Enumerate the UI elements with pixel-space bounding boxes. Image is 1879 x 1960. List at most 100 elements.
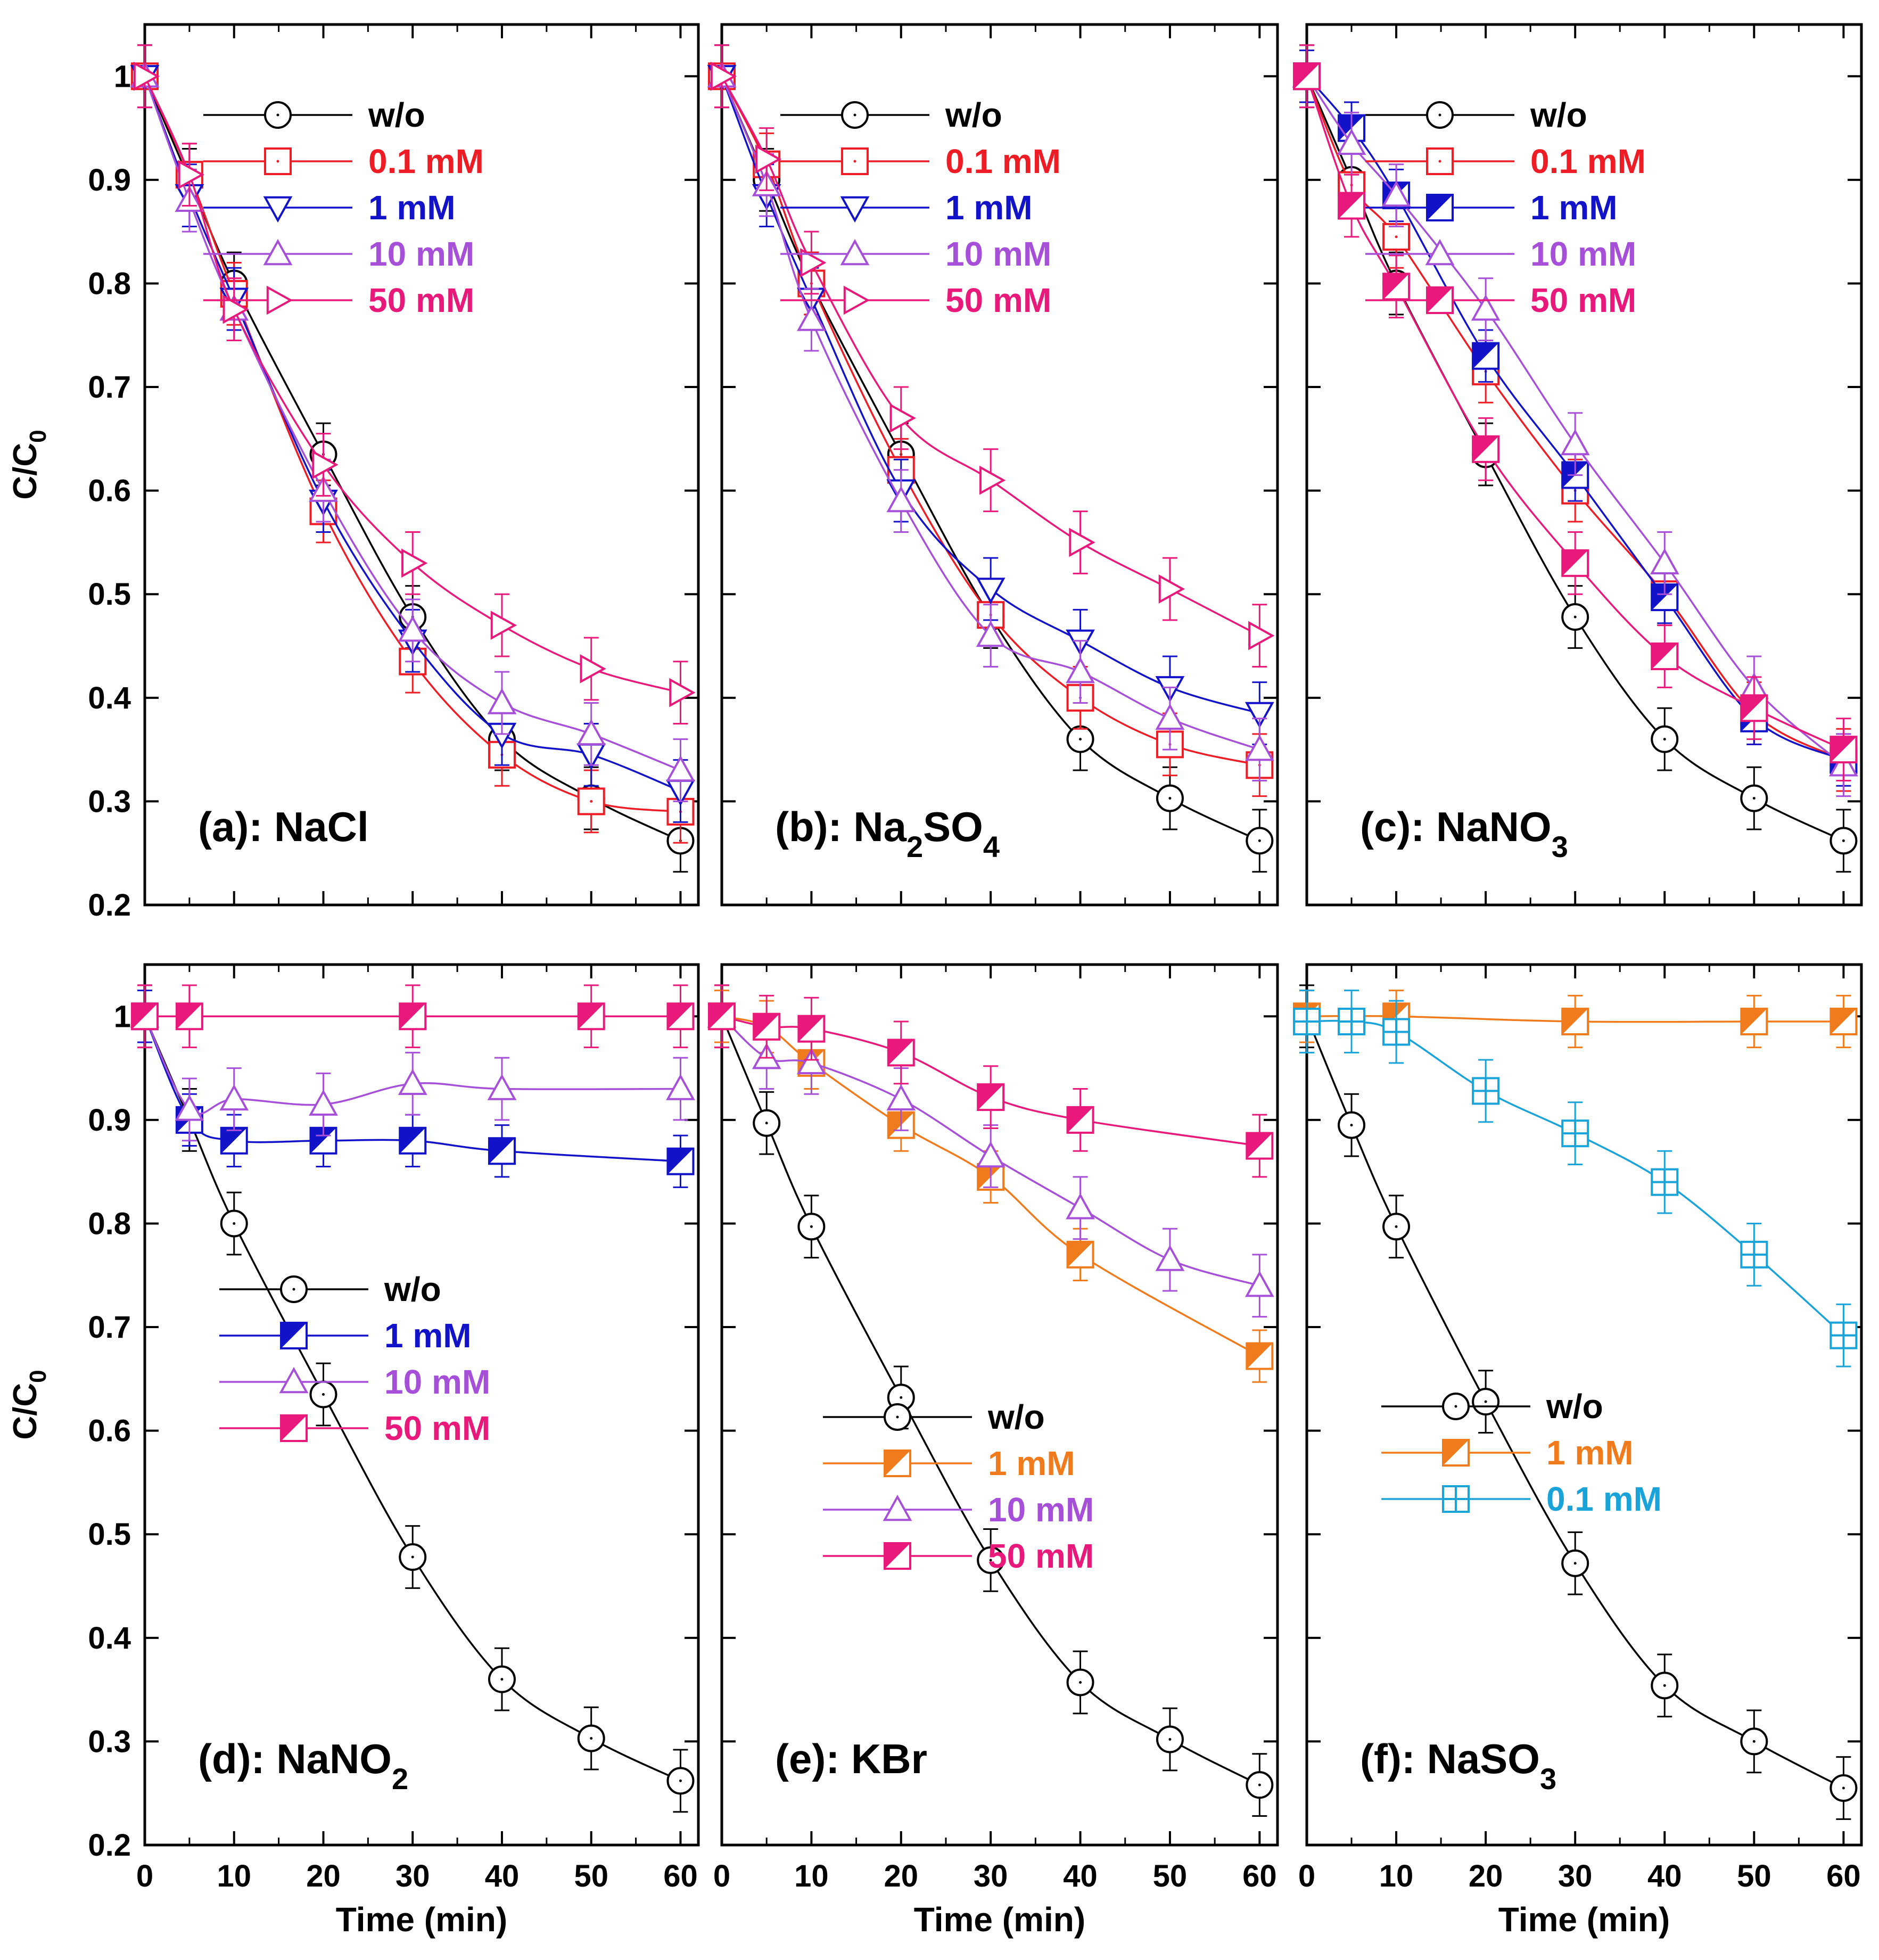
- legend-marker: [840, 238, 870, 266]
- legend-item: 50 mM: [823, 1537, 1094, 1575]
- data-point: [1650, 548, 1679, 575]
- data-point-fill: [221, 1127, 247, 1154]
- legend-label: w/o: [945, 96, 1002, 134]
- y-tick-label: 0.7: [88, 1310, 131, 1345]
- legend-item: 50 mM: [1365, 281, 1636, 319]
- legend-item: 1 mM: [1365, 188, 1618, 227]
- data-point-fill: [1741, 695, 1767, 721]
- legend-label: 1 mM: [1530, 188, 1618, 227]
- legend-label: w/o: [384, 1270, 441, 1308]
- legend-marker-fill: [281, 1323, 307, 1348]
- data-point: [398, 1068, 427, 1095]
- legend-marker-fill: [885, 1543, 910, 1569]
- data-point: [1561, 549, 1589, 577]
- plot-frame: [1305, 963, 1863, 1847]
- data-point-fill: [754, 1014, 780, 1040]
- data-point: [488, 1137, 516, 1165]
- data-point-fill: [400, 1127, 426, 1154]
- data-point: [1066, 1193, 1095, 1220]
- data-point: [1155, 703, 1185, 730]
- series-50-mm: [131, 984, 695, 1049]
- x-tick-label: 30: [395, 1859, 430, 1893]
- data-point-fill: [1831, 1009, 1857, 1035]
- y-tick-label: 0.8: [88, 1206, 131, 1241]
- y-axis-label-sub: 0: [25, 1370, 51, 1382]
- data-point: [797, 1015, 826, 1043]
- data-point: [1561, 603, 1589, 631]
- data-point: [576, 719, 606, 746]
- data-point-fill: [1831, 737, 1857, 763]
- legend-label: 1 mM: [368, 188, 456, 227]
- data-point: [886, 1084, 916, 1111]
- legend-marker-fill: [885, 1451, 910, 1476]
- plot-frame: [143, 963, 700, 1847]
- data-point-dot: [411, 1555, 414, 1559]
- y-tick-label: 0.3: [88, 784, 131, 819]
- data-point-dot: [322, 1393, 325, 1396]
- data-point-dot: [590, 800, 593, 803]
- data-point: [399, 1002, 427, 1031]
- y-tick-label: 0.7: [88, 370, 131, 405]
- legend-item: w/o: [1381, 1387, 1603, 1426]
- data-point-dot: [1573, 615, 1577, 619]
- legend-marker-dot: [1438, 113, 1441, 117]
- data-point: [487, 1074, 517, 1100]
- legend-marker: [1442, 1485, 1470, 1513]
- legend-label: 10 mM: [1530, 235, 1636, 273]
- panel-label-sub: 3: [1540, 1762, 1556, 1796]
- legend-label: 10 mM: [988, 1490, 1094, 1529]
- data-point: [178, 160, 204, 190]
- panel-label-main: (b): Na: [775, 803, 907, 850]
- legend-marker: [1426, 194, 1454, 221]
- data-point: [1651, 725, 1679, 753]
- data-point-dot: [1842, 839, 1845, 842]
- legend-marker-fill: [1427, 287, 1453, 313]
- data-point: [1293, 62, 1321, 90]
- legend-marker: [1426, 147, 1454, 175]
- data-point-fill: [489, 1138, 515, 1164]
- x-tick-label: 0: [136, 1859, 153, 1893]
- panel-b: w/o 0.1 mM 1 mM 10 mM 50 mM (b): Na2SO4: [707, 23, 1279, 907]
- legend-marker-dot: [276, 113, 279, 117]
- y-tick-label: 1: [114, 59, 131, 94]
- data-point: [1382, 223, 1411, 251]
- x-tick-label: 10: [1379, 1859, 1414, 1893]
- legend-marker-dot: [1438, 160, 1441, 163]
- plot-frame: [1305, 23, 1863, 907]
- data-point: [1651, 642, 1679, 670]
- data-point: [1740, 694, 1768, 722]
- y-tick-label: 0.6: [88, 474, 131, 508]
- panel-label-main: (e): KBr: [775, 1735, 927, 1782]
- legend-marker: [263, 238, 293, 266]
- legend-marker-fill: [1443, 1440, 1469, 1465]
- data-point: [577, 1002, 605, 1031]
- data-point-dot: [900, 1396, 903, 1399]
- legend-item: 50 mM: [219, 1409, 490, 1447]
- data-point: [1382, 1213, 1411, 1241]
- data-point-dot: [1079, 1681, 1082, 1684]
- legend-marker-fill: [281, 1415, 307, 1441]
- y-axis-label-main: C/C: [7, 443, 44, 500]
- series-50-mm: [708, 984, 1274, 1178]
- x-tick-label: 60: [1826, 1859, 1861, 1893]
- data-point-fill: [578, 1003, 604, 1030]
- legend-label: 50 mM: [384, 1409, 490, 1447]
- legend-marker: [266, 285, 293, 315]
- legend-marker: [884, 1403, 911, 1431]
- x-axis-label: Time (min): [336, 1900, 507, 1939]
- legend-item: 10 mM: [219, 1363, 490, 1401]
- x-tick-label: 60: [663, 1859, 698, 1893]
- legend-item: 0.1 mM: [203, 142, 484, 180]
- data-point: [886, 485, 916, 513]
- data-point: [312, 450, 339, 480]
- data-point: [1651, 1671, 1679, 1700]
- data-point: [1066, 1668, 1094, 1697]
- legend-label: 10 mM: [384, 1363, 490, 1401]
- legend-label: 1 mM: [945, 188, 1033, 227]
- x-tick-label: 50: [1153, 1859, 1188, 1893]
- data-point: [800, 248, 827, 277]
- x-tick-label: 40: [1063, 1859, 1098, 1893]
- data-point: [669, 678, 696, 707]
- data-point: [755, 144, 782, 174]
- data-point-fill: [888, 1040, 914, 1066]
